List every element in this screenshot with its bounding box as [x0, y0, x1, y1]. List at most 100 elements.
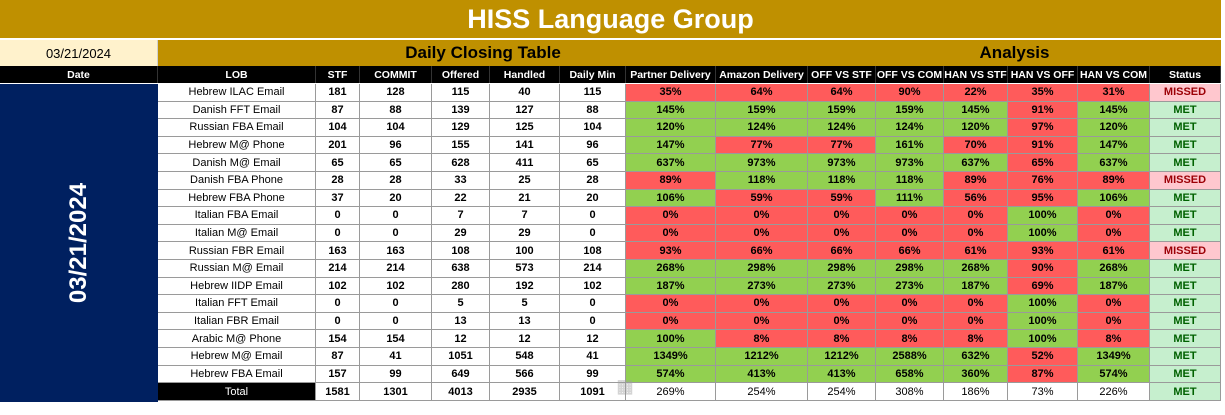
cell-stf[interactable]: 154 [316, 330, 360, 348]
header-stf[interactable]: STF [316, 66, 360, 83]
cell-dmin[interactable]: 0 [560, 312, 626, 331]
cell-ovc[interactable]: 161% [876, 136, 944, 155]
cell-commit[interactable]: 99 [360, 365, 432, 384]
cell-ovc[interactable]: 111% [876, 189, 944, 208]
status-badge[interactable]: MET [1150, 365, 1221, 384]
cell-ovc[interactable]: 298% [876, 260, 944, 278]
status-badge[interactable]: MET [1150, 277, 1221, 296]
cell-ad[interactable]: 0% [716, 312, 808, 331]
cell-lob[interactable]: Hebrew FBA Phone [158, 189, 316, 208]
cell-commit[interactable]: 0 [360, 295, 432, 313]
cell-lob[interactable]: Italian FFT Email [158, 295, 316, 313]
cell-hvc[interactable]: 268% [1078, 260, 1150, 278]
cell-handled[interactable]: 12 [490, 330, 560, 348]
cell-handled[interactable]: 29 [490, 224, 560, 243]
cell-lob[interactable]: Hebrew ILAC Email [158, 84, 316, 102]
cell-offered[interactable]: 129 [432, 119, 490, 137]
cell-dmin[interactable]: 0 [560, 207, 626, 225]
cell-offered[interactable]: 12 [432, 330, 490, 348]
cell-ovc[interactable]: 118% [876, 172, 944, 190]
cell-hvo[interactable]: 95% [1008, 189, 1078, 208]
cell-handled[interactable]: 5 [490, 295, 560, 313]
cell-hvs[interactable]: 0% [944, 312, 1008, 331]
header-hvs[interactable]: HAN VS STF [944, 66, 1008, 83]
vertical-date-cell[interactable]: 03/21/2024 [0, 84, 158, 402]
cell-dmin[interactable]: 12 [560, 330, 626, 348]
cell-lob[interactable]: Hebrew M@ Phone [158, 136, 316, 155]
status-badge[interactable]: MET [1150, 260, 1221, 278]
cell-ad[interactable]: 159% [716, 101, 808, 120]
cell-hvo[interactable]: 100% [1008, 207, 1078, 225]
status-badge[interactable]: MISSED [1150, 84, 1221, 102]
total-hvo[interactable]: 73% [1008, 383, 1078, 402]
cell-ovs[interactable]: 973% [808, 154, 876, 172]
header-ovs[interactable]: OFF VS STF [808, 66, 876, 83]
status-badge[interactable]: MET [1150, 119, 1221, 137]
cell-commit[interactable]: 163 [360, 242, 432, 260]
cell-hvo[interactable]: 100% [1008, 224, 1078, 243]
header-pd[interactable]: Partner Delivery [626, 66, 716, 83]
total-hvs[interactable]: 186% [944, 383, 1008, 402]
cell-stf[interactable]: 157 [316, 365, 360, 384]
cell-pd[interactable]: 93% [626, 242, 716, 260]
cell-offered[interactable]: 29 [432, 224, 490, 243]
status-badge[interactable]: MET [1150, 136, 1221, 155]
cell-dmin[interactable]: 0 [560, 224, 626, 243]
cell-hvo[interactable]: 93% [1008, 242, 1078, 260]
cell-hvo[interactable]: 52% [1008, 348, 1078, 366]
status-badge[interactable]: MET [1150, 295, 1221, 313]
cell-offered[interactable]: 649 [432, 365, 490, 384]
total-stf[interactable]: 1581 [316, 383, 360, 402]
cell-ovc[interactable]: 66% [876, 242, 944, 260]
total-status-badge[interactable]: MET [1150, 383, 1221, 402]
cell-lob[interactable]: Danish FFT Email [158, 101, 316, 120]
cell-dmin[interactable]: 102 [560, 277, 626, 296]
cell-pd[interactable]: 100% [626, 330, 716, 348]
cell-dmin[interactable]: 96 [560, 136, 626, 155]
header-status[interactable]: Status [1150, 66, 1221, 83]
cell-commit[interactable]: 128 [360, 84, 432, 102]
daily-closing-title[interactable]: Daily Closing Table [405, 43, 561, 62]
cell-ovc[interactable]: 273% [876, 277, 944, 296]
cell-commit[interactable]: 214 [360, 260, 432, 278]
cell-offered[interactable]: 33 [432, 172, 490, 190]
cell-ovc[interactable]: 2588% [876, 348, 944, 366]
cell-ad[interactable]: 118% [716, 172, 808, 190]
cell-ovs[interactable]: 77% [808, 136, 876, 155]
cell-commit[interactable]: 28 [360, 172, 432, 190]
cell-pd[interactable]: 89% [626, 172, 716, 190]
status-badge[interactable]: MET [1150, 101, 1221, 120]
cell-pd[interactable]: 0% [626, 312, 716, 331]
cell-lob[interactable]: Hebrew FBA Email [158, 365, 316, 384]
cell-dmin[interactable]: 99 [560, 365, 626, 384]
cell-ad[interactable]: 0% [716, 224, 808, 243]
cell-hvo[interactable]: 97% [1008, 119, 1078, 137]
cell-stf[interactable]: 214 [316, 260, 360, 278]
cell-hvs[interactable]: 187% [944, 277, 1008, 296]
cell-pd[interactable]: 147% [626, 136, 716, 155]
cell-ovc[interactable]: 658% [876, 365, 944, 384]
header-hvo[interactable]: HAN VS OFF [1008, 66, 1078, 83]
header-ovc[interactable]: OFF VS COM [876, 66, 944, 83]
cell-handled[interactable]: 141 [490, 136, 560, 155]
cell-handled[interactable]: 40 [490, 84, 560, 102]
sheet-title[interactable]: HISS Language Group [0, 0, 1221, 38]
cell-lob[interactable]: Hebrew IIDP Email [158, 277, 316, 296]
cell-commit[interactable]: 102 [360, 277, 432, 296]
cell-hvo[interactable]: 65% [1008, 154, 1078, 172]
cell-hvs[interactable]: 120% [944, 119, 1008, 137]
cell-ad[interactable]: 413% [716, 365, 808, 384]
cell-hvs[interactable]: 632% [944, 348, 1008, 366]
cell-offered[interactable]: 139 [432, 101, 490, 120]
date-cell[interactable]: 03/21/2024 [0, 40, 158, 66]
cell-handled[interactable]: 100 [490, 242, 560, 260]
status-badge[interactable]: MET [1150, 348, 1221, 366]
status-badge[interactable]: MISSED [1150, 242, 1221, 260]
cell-handled[interactable]: 566 [490, 365, 560, 384]
total-commit[interactable]: 1301 [360, 383, 432, 402]
cell-hvc[interactable]: 106% [1078, 189, 1150, 208]
cell-handled[interactable]: 192 [490, 277, 560, 296]
header-ad[interactable]: Amazon Delivery [716, 66, 808, 83]
cell-dmin[interactable]: 65 [560, 154, 626, 172]
cell-handled[interactable]: 125 [490, 119, 560, 137]
